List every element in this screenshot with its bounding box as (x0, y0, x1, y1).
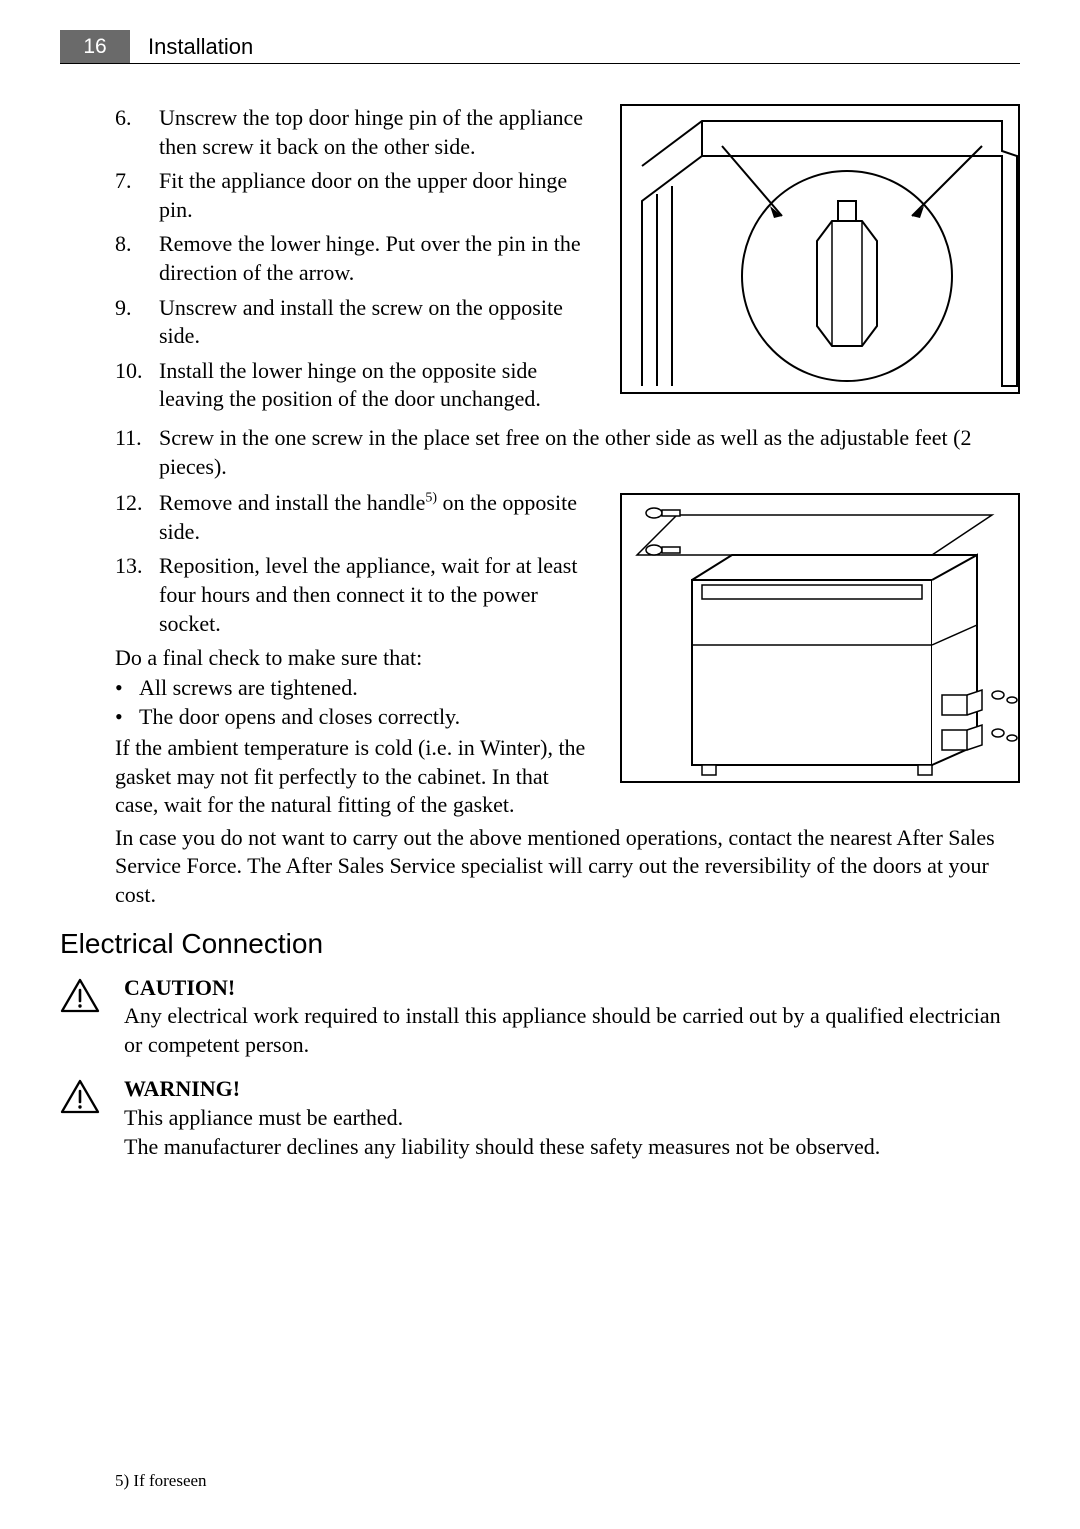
warning-triangle-icon (60, 1079, 100, 1115)
caution-heading: CAUTION! (124, 974, 1020, 1003)
figure-hinge-pin (620, 104, 1020, 394)
step-12: 12. Remove and install the handle5) on t… (115, 489, 590, 546)
step-number: 9. (115, 294, 159, 351)
warning-block: WARNING! This appliance must be earthed.… (60, 1075, 1020, 1161)
figure-lower-hinge (620, 493, 1020, 783)
step-10: 10. Install the lower hinge on the oppos… (115, 357, 590, 414)
caution-triangle-icon (60, 978, 100, 1014)
step-6: 6. Unscrew the top door hinge pin of the… (115, 104, 590, 161)
step-8: 8. Remove the lower hinge. Put over the … (115, 230, 590, 287)
step-text: Unscrew the top door hinge pin of the ap… (159, 104, 590, 161)
step-text: Unscrew and install the screw on the opp… (159, 294, 590, 351)
bullet-icon: • (115, 702, 139, 732)
paragraph-cold: If the ambient temperature is cold (i.e.… (115, 734, 590, 820)
step-number: 10. (115, 357, 159, 414)
warning-heading: WARNING! (124, 1075, 1020, 1104)
step-11: 11. Screw in the one screw in the place … (115, 424, 1020, 481)
step-13: 13. Reposition, level the appliance, wai… (115, 552, 590, 638)
caution-text: Any electrical work required to install … (124, 1002, 1020, 1059)
step-text: Screw in the one screw in the place set … (159, 424, 1020, 481)
warning-line2: The manufacturer declines any liability … (124, 1133, 1020, 1162)
step-text: Fit the appliance door on the upper door… (159, 167, 590, 224)
step-9: 9. Unscrew and install the screw on the … (115, 294, 590, 351)
bullet-text: All screws are tightened. (139, 673, 358, 703)
bullet-icon: • (115, 673, 139, 703)
paragraph-service: In case you do not want to carry out the… (115, 824, 1020, 910)
check-intro: Do a final check to make sure that: (115, 644, 590, 673)
lower-hinge-diagram-icon (622, 495, 1022, 785)
caution-block: CAUTION! Any electrical work required to… (60, 974, 1020, 1060)
footnote: 5) If foreseen (115, 1471, 207, 1491)
step-text: Reposition, level the appliance, wait fo… (159, 552, 590, 638)
step-7: 7. Fit the appliance door on the upper d… (115, 167, 590, 224)
bullet-item: • The door opens and closes correctly. (115, 702, 590, 732)
step-text: Install the lower hinge on the opposite … (159, 357, 590, 414)
step-number: 11. (115, 424, 159, 481)
step-text: Remove and install the handle5) on the o… (159, 489, 590, 546)
step-number: 7. (115, 167, 159, 224)
header-section-title: Installation (130, 30, 253, 63)
step-number: 12. (115, 489, 159, 546)
step-text: Remove the lower hinge. Put over the pin… (159, 230, 590, 287)
page-header: 16 Installation (60, 30, 1020, 64)
warning-line1: This appliance must be earthed. (124, 1104, 1020, 1133)
step-number: 8. (115, 230, 159, 287)
step-number: 13. (115, 552, 159, 638)
step-number: 6. (115, 104, 159, 161)
section-title-electrical: Electrical Connection (60, 928, 1020, 960)
page-number: 16 (60, 30, 130, 63)
bullet-text: The door opens and closes correctly. (139, 702, 460, 732)
bullet-item: • All screws are tightened. (115, 673, 590, 703)
hinge-pin-diagram-icon (622, 106, 1022, 396)
